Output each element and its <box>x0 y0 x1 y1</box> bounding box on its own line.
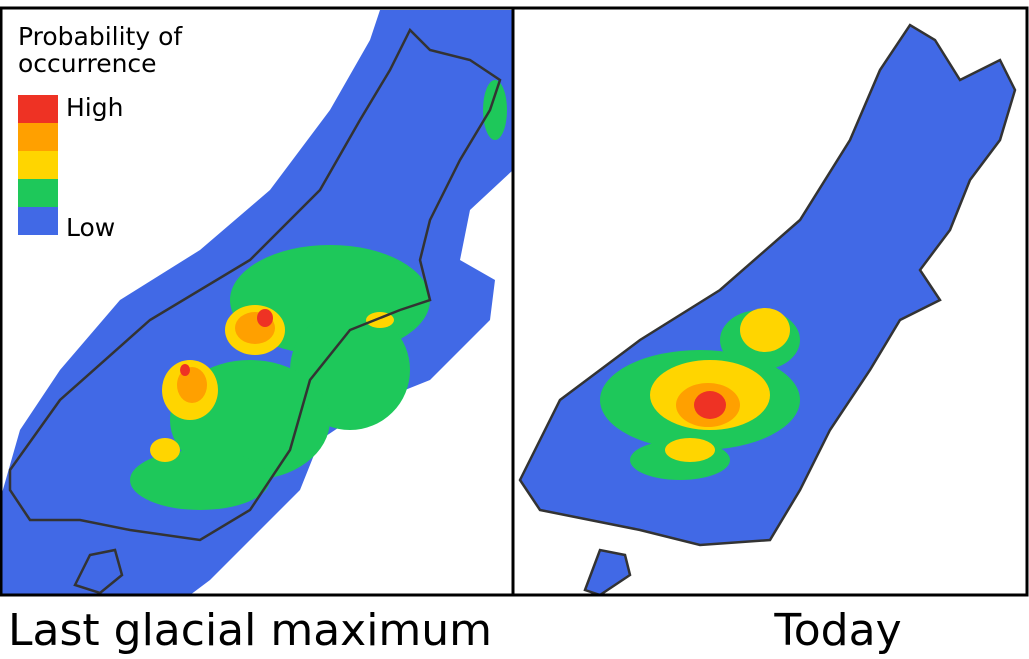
legend-swatch <box>18 123 58 151</box>
left-map <box>0 6 515 597</box>
legend: Probability of occurrence High Low <box>18 22 183 242</box>
legend-high: High <box>66 93 123 122</box>
legend-title: occurrence <box>18 49 157 78</box>
legend-swatch <box>18 95 58 123</box>
right-map <box>511 6 1029 597</box>
legend-swatch <box>18 179 58 207</box>
legend-title: Probability of <box>18 22 183 51</box>
caption: Today <box>773 605 901 656</box>
legend-low: Low <box>66 213 115 242</box>
legend-swatch <box>18 151 58 179</box>
caption: Last glacial maximum <box>8 605 492 656</box>
legend-swatch <box>18 207 58 235</box>
